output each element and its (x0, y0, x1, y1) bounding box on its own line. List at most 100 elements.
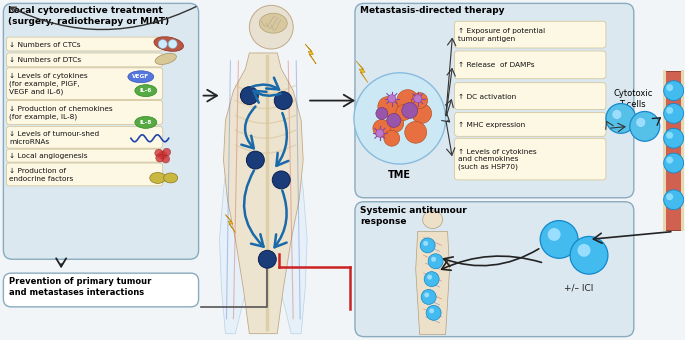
Circle shape (612, 109, 622, 119)
Text: Metastasis-directed therapy: Metastasis-directed therapy (360, 6, 504, 15)
Polygon shape (223, 53, 303, 334)
Ellipse shape (135, 116, 157, 128)
Circle shape (667, 193, 673, 200)
Circle shape (664, 81, 684, 101)
FancyBboxPatch shape (6, 163, 163, 186)
FancyBboxPatch shape (455, 138, 606, 180)
Text: ↓ Production of chemokines
(for example, IL-8): ↓ Production of chemokines (for example,… (10, 106, 113, 120)
Circle shape (414, 95, 422, 103)
Circle shape (664, 104, 684, 123)
Ellipse shape (128, 71, 153, 83)
Circle shape (664, 153, 684, 173)
Ellipse shape (423, 211, 443, 228)
Circle shape (158, 39, 167, 49)
Polygon shape (356, 61, 368, 83)
Circle shape (163, 148, 171, 156)
Polygon shape (305, 44, 316, 64)
Circle shape (387, 114, 401, 128)
FancyBboxPatch shape (6, 126, 163, 148)
Circle shape (155, 154, 164, 162)
Circle shape (162, 155, 170, 163)
FancyBboxPatch shape (355, 202, 634, 337)
Circle shape (384, 130, 400, 146)
Ellipse shape (164, 173, 177, 183)
Bar (664, 71, 683, 230)
Text: ↑ DC activation: ↑ DC activation (458, 94, 516, 100)
Text: IL-8: IL-8 (140, 120, 152, 125)
Circle shape (159, 151, 166, 159)
Circle shape (431, 257, 436, 262)
Text: ↑ Exposure of potential
tumour antigen: ↑ Exposure of potential tumour antigen (458, 28, 545, 42)
Circle shape (424, 292, 429, 298)
Circle shape (428, 254, 443, 269)
Text: ↓ Numbers of DTCs: ↓ Numbers of DTCs (10, 57, 82, 63)
Circle shape (667, 107, 673, 114)
Circle shape (667, 84, 673, 91)
FancyBboxPatch shape (6, 101, 163, 124)
Circle shape (247, 151, 264, 169)
Circle shape (378, 97, 398, 116)
Ellipse shape (135, 85, 157, 97)
Text: ↑ Levels of cytokines
and chemokines
(such as HSP70): ↑ Levels of cytokines and chemokines (su… (458, 149, 536, 170)
Circle shape (429, 308, 434, 313)
FancyBboxPatch shape (355, 3, 634, 198)
Text: ↓ Local angiogenesis: ↓ Local angiogenesis (10, 153, 88, 159)
Text: IL-6: IL-6 (140, 88, 152, 93)
Circle shape (376, 107, 388, 119)
FancyBboxPatch shape (455, 51, 606, 79)
Text: ↑ MHC expression: ↑ MHC expression (458, 122, 525, 128)
Circle shape (386, 115, 403, 132)
FancyBboxPatch shape (6, 53, 163, 67)
FancyBboxPatch shape (6, 68, 163, 100)
Circle shape (412, 104, 432, 123)
Circle shape (240, 87, 258, 104)
Bar (662, 70, 666, 231)
FancyBboxPatch shape (3, 3, 199, 259)
Circle shape (388, 95, 396, 103)
Text: Cytotoxic
T cells: Cytotoxic T cells (613, 89, 653, 109)
Text: Local cytoreductive treatment
(surgery, radiotherapy or MIAT): Local cytoreductive treatment (surgery, … (8, 6, 169, 26)
Text: ↓ Levels of cytokines
(for example, PlGF,
VEGF and IL-6): ↓ Levels of cytokines (for example, PlGF… (10, 73, 88, 95)
Text: VEGF: VEGF (132, 74, 149, 79)
Circle shape (354, 73, 445, 164)
Circle shape (249, 5, 293, 49)
Circle shape (405, 121, 427, 143)
Polygon shape (225, 215, 236, 233)
Circle shape (420, 238, 435, 253)
Circle shape (274, 92, 292, 109)
Text: ↑ Release  of DAMPs: ↑ Release of DAMPs (458, 62, 534, 68)
Text: Prevention of primary tumour
and metastases interactions: Prevention of primary tumour and metasta… (10, 277, 152, 297)
FancyBboxPatch shape (455, 113, 606, 136)
Ellipse shape (260, 13, 287, 33)
Text: ↓ Levels of tumour-shed
microRNAs: ↓ Levels of tumour-shed microRNAs (10, 131, 99, 144)
Ellipse shape (154, 37, 184, 51)
Circle shape (412, 92, 427, 108)
Text: Systemic antitumour
response: Systemic antitumour response (360, 206, 466, 226)
Ellipse shape (150, 172, 166, 183)
Text: ↓ Numbers of CTCs: ↓ Numbers of CTCs (10, 41, 81, 48)
Circle shape (570, 236, 608, 274)
Circle shape (169, 39, 177, 49)
Circle shape (630, 112, 660, 141)
Circle shape (548, 228, 560, 241)
Circle shape (424, 272, 439, 287)
Circle shape (667, 157, 673, 164)
FancyBboxPatch shape (455, 21, 606, 48)
Ellipse shape (155, 53, 176, 65)
Circle shape (396, 104, 412, 120)
Circle shape (426, 305, 441, 320)
Circle shape (155, 149, 163, 157)
Polygon shape (416, 232, 449, 335)
Circle shape (664, 128, 684, 148)
FancyBboxPatch shape (3, 273, 199, 307)
FancyBboxPatch shape (6, 37, 163, 51)
Circle shape (636, 117, 646, 128)
Circle shape (258, 250, 276, 268)
FancyBboxPatch shape (6, 149, 163, 162)
FancyBboxPatch shape (455, 83, 606, 109)
Circle shape (664, 190, 684, 210)
Circle shape (606, 104, 636, 133)
Circle shape (373, 119, 391, 137)
Bar (681, 70, 684, 231)
Circle shape (272, 171, 290, 189)
